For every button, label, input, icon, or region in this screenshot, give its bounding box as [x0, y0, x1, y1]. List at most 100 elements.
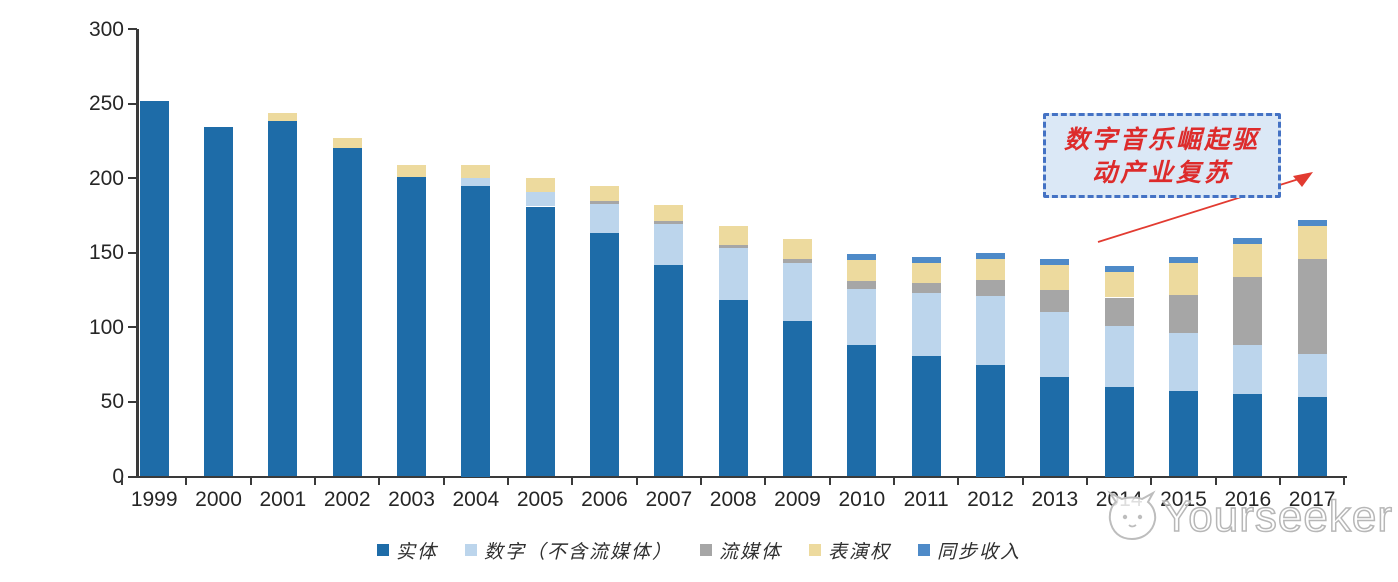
x-axis-tick [121, 478, 124, 485]
legend-item: 同步收入 [918, 537, 1021, 564]
x-axis-line [136, 475, 1347, 478]
cat-logo-icon [1107, 490, 1157, 541]
x-axis-tick [957, 478, 960, 485]
watermark-text: Yourseeker [1161, 491, 1393, 542]
bar-segment-2012 [975, 364, 1005, 477]
bar-segment-2007 [654, 224, 684, 265]
legend-swatch-icon [918, 544, 931, 556]
bar-segment-2012 [975, 279, 1005, 296]
x-axis-label: 2008 [709, 488, 757, 511]
bar-segment-2014 [1104, 387, 1134, 477]
bar-segment-2010 [847, 281, 877, 289]
x-axis-tick [507, 478, 509, 485]
bar-segment-2015 [1168, 333, 1198, 392]
x-axis-label: 2001 [259, 488, 307, 511]
x-axis-tick [249, 478, 252, 485]
x-axis-tick [185, 478, 188, 485]
bar-segment-2015 [1168, 391, 1198, 477]
y-axis-tick-label: 50 [100, 390, 124, 414]
x-axis-label: 2010 [838, 488, 886, 511]
x-axis-label: 2005 [516, 488, 564, 511]
legend: 实体 数字（不含流媒体） 流媒体 表演权 同步收入 [0, 537, 1398, 563]
x-axis-tick [1150, 478, 1153, 485]
y-axis-tick-label: 0 [112, 465, 124, 488]
bar-segment-2001 [268, 112, 298, 122]
bar-segment-2004 [461, 164, 491, 179]
bar-segment-2003 [397, 176, 427, 477]
x-axis-label: 2017 [1288, 488, 1336, 511]
bar-segment-2008 [718, 225, 748, 246]
bar-segment-2014 [1104, 266, 1134, 273]
x-axis-label: 2002 [323, 488, 371, 511]
bar-segment-2011 [911, 263, 941, 283]
legend-item: 数字（不含流媒体） [464, 537, 673, 564]
y-axis-tick-label: 150 [88, 241, 124, 265]
legend-label: 实体 [395, 540, 438, 563]
bar-segment-2017 [1297, 258, 1327, 355]
bar-segment-2011 [911, 282, 941, 294]
x-axis-tick [1278, 478, 1281, 485]
bar-segment-2004 [461, 185, 491, 477]
bar-segment-2015 [1168, 294, 1198, 334]
bar-segment-2009 [783, 263, 812, 322]
bar-segment-2017 [1297, 225, 1327, 259]
x-axis-label: 2015 [1160, 488, 1207, 511]
x-axis-tick [571, 478, 574, 485]
legend-label: 表演权 [828, 540, 892, 563]
bar-segment-2008 [718, 245, 748, 249]
bar-segment-2017 [1297, 354, 1327, 398]
bar-segment-2010 [847, 288, 877, 346]
y-axis-tick [128, 102, 137, 105]
bar-segment-2000 [204, 127, 234, 477]
legend-label: 流媒体 [718, 540, 782, 563]
bar-segment-2007 [654, 264, 684, 477]
y-axis-tick [128, 475, 137, 478]
x-axis-label: 2003 [388, 488, 435, 511]
bar-segment-2016 [1233, 276, 1263, 346]
bar-segment-2012 [975, 258, 1005, 280]
bar-segment-2004 [461, 178, 491, 186]
annotation-text-line2: 动产业复苏 [1091, 157, 1232, 187]
bar-segment-2006 [590, 203, 619, 234]
bar-segment-2016 [1233, 345, 1263, 395]
x-axis-label: 2012 [967, 488, 1014, 511]
bar-segment-2011 [911, 355, 941, 477]
y-axis-tick-label: 100 [88, 315, 124, 339]
bar-segment-2016 [1233, 237, 1263, 244]
x-axis-tick [378, 478, 381, 485]
x-axis-tick [314, 478, 317, 485]
x-axis-tick [700, 478, 702, 485]
x-axis-label: 2011 [903, 488, 949, 511]
bar-segment-2005 [525, 191, 555, 207]
bar-segment-2011 [911, 257, 941, 264]
x-axis-tick [828, 478, 831, 485]
x-axis-label: 2007 [645, 488, 693, 511]
legend-swatch-icon [699, 544, 712, 556]
bar-segment-2013 [1040, 258, 1070, 265]
y-axis-tick [128, 28, 137, 30]
x-axis-tick [1214, 478, 1217, 485]
bar-segment-2002 [332, 148, 362, 477]
bar-segment-2013 [1040, 312, 1070, 377]
bar-segment-2012 [975, 252, 1005, 259]
bar-segment-2015 [1168, 257, 1198, 264]
y-axis-line [136, 29, 139, 478]
annotation-text-line1: 数字音乐崛起驱 [1063, 124, 1260, 154]
y-axis-tick [128, 326, 137, 329]
bar-segment-2015 [1168, 263, 1198, 295]
x-axis-tick [1343, 478, 1346, 485]
bar-segment-2013 [1040, 376, 1070, 477]
bar-segment-2008 [718, 300, 748, 477]
x-axis-label: 2013 [1031, 488, 1079, 511]
bar-segment-2009 [783, 321, 812, 477]
x-axis-tick [635, 478, 638, 485]
legend-item: 实体 [376, 537, 438, 564]
bar-segment-2003 [397, 164, 427, 177]
legend-label: 同步收入 [937, 540, 1022, 563]
bar-segment-2017 [1297, 397, 1327, 477]
bar-segment-2007 [654, 221, 684, 225]
annotation-callout: 数字音乐崛起驱 动产业复苏 [1043, 113, 1281, 198]
x-axis-tick [892, 478, 895, 485]
bar-segment-2011 [911, 293, 941, 356]
